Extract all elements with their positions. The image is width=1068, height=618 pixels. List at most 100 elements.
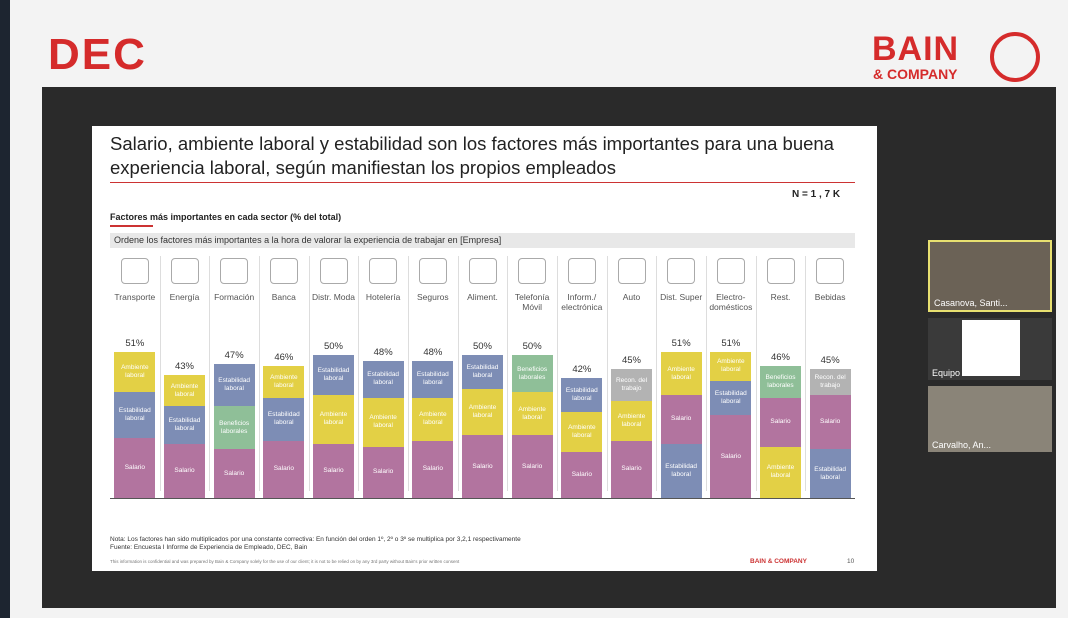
data-label: 46%: [274, 352, 294, 364]
bar-segment: Salario: [710, 415, 752, 498]
rule: [110, 182, 855, 183]
dec-logo: DEC: [48, 30, 147, 79]
disclaimer: This information is confidential and was…: [110, 559, 460, 564]
x-tick-label: Bebidas: [814, 292, 846, 302]
sector-icon: [468, 258, 497, 284]
segment-label: Estabilidad laboral: [565, 387, 598, 403]
x-tick-label: Telefonía Móvil: [514, 292, 550, 312]
segment-label: Recon. del trabajo: [814, 374, 846, 390]
x-tick-label: Auto: [622, 292, 641, 302]
page-number: 10: [847, 558, 855, 565]
segment-label: Salario: [472, 462, 493, 470]
sector-icon: [170, 258, 199, 284]
segment-label: Ambiente laboral: [518, 405, 546, 421]
segment-label: Salario: [820, 418, 841, 426]
segment-label: Salario: [571, 471, 592, 479]
bar-segment: Ambiente laboral: [313, 395, 354, 444]
x-tick-label: Transporte: [114, 292, 156, 302]
bar-segment: Estabilidad laboral: [561, 377, 603, 413]
participant-name: Casanova, Santi...: [934, 298, 1008, 308]
bar-segment: Ambiente laboral: [462, 389, 503, 436]
sector-icon: [418, 258, 447, 284]
x-tick-label: Distr. Moda: [312, 292, 355, 302]
segment-label: Salario: [224, 469, 245, 477]
separator: [408, 256, 409, 491]
data-label: 47%: [224, 349, 244, 361]
video-tile[interactable]: Carvalho, An...: [928, 386, 1052, 452]
segment-label: Ambiente laboral: [369, 414, 397, 430]
x-tick-label: Banca: [271, 292, 296, 302]
separator: [209, 256, 211, 491]
segment-label: Salario: [671, 415, 692, 423]
segment-label: Beneficios laborales: [219, 419, 250, 435]
separator: [507, 256, 509, 491]
x-tick-label: Electro-domésticos: [709, 292, 753, 312]
x-tick-label: Rest.: [770, 292, 791, 302]
bar-segment: Estabilidad laboral: [660, 443, 702, 498]
bar-segment: Ambiente laboral: [511, 392, 553, 436]
data-label: 48%: [423, 346, 443, 358]
separator: [358, 256, 360, 491]
bar-segment: Ambiente laboral: [263, 366, 305, 398]
bar-segment: Salario: [462, 435, 503, 498]
data-label: 43%: [174, 361, 194, 373]
video-tile[interactable]: Casanova, Santi...: [928, 240, 1052, 312]
baseline: [110, 498, 855, 499]
segment-label: Salario: [323, 466, 344, 474]
separator: [557, 256, 558, 491]
data-label: 50%: [522, 341, 542, 352]
data-label: 45%: [621, 355, 641, 367]
segment-label: Estabilidad laboral: [665, 462, 698, 478]
segment-label: Estabilidad laboral: [814, 465, 847, 481]
segment-label: Beneficios laborales: [765, 374, 796, 390]
segment-label: Estabilidad laboral: [416, 371, 449, 387]
sector-icon: [319, 258, 348, 284]
segment-label: Ambiente laboral: [468, 404, 497, 420]
segment-label: Ambiente laboral: [170, 382, 199, 398]
segment-label: Salario: [720, 452, 741, 460]
separator: [706, 256, 707, 491]
bain-ring: [990, 32, 1040, 82]
segment-label: Estabilidad laboral: [367, 371, 400, 387]
bain-logo: BAIN: [872, 30, 960, 68]
sector-icon: [369, 258, 398, 284]
separator: [159, 256, 161, 491]
sector-icon: [667, 258, 696, 284]
bar-segment: Salario: [809, 395, 851, 450]
slide-title: Salario, ambiente laboral y estabilidad …: [110, 133, 834, 178]
segment-label: Salario: [621, 465, 642, 473]
x-tick-label: Dist. Super: [660, 292, 703, 302]
segment-label: Salario: [174, 466, 195, 474]
participant-name: Carvalho, An...: [932, 440, 992, 450]
sector-icon: [120, 258, 149, 284]
segment-label: Estabilidad laboral: [168, 417, 201, 433]
segment-label: Estabilidad laboral: [466, 364, 499, 380]
footer-brand: BAIN & COMPANY: [750, 558, 807, 565]
side-strip: [0, 0, 10, 618]
bar-segment: Salario: [313, 443, 354, 498]
bar-segment: Recon. del trabajo: [611, 369, 652, 401]
segment-label: Estabilidad laboral: [714, 389, 747, 405]
note: Nota: Los factores han sido multiplicado…: [110, 536, 521, 543]
segment-label: Salario: [273, 465, 294, 473]
sector-icon: [816, 258, 845, 284]
segment-label: Ambiente laboral: [667, 365, 695, 381]
bar-segment: Estabilidad laboral: [114, 392, 156, 438]
bar-segment: Estabilidad laboral: [164, 406, 205, 444]
bar-segment: Estabilidad laboral: [263, 397, 305, 441]
bar-segment: Estabilidad laboral: [809, 449, 851, 498]
bar-segment: Ambiente laboral: [114, 352, 156, 393]
separator: [457, 256, 459, 491]
x-tick-label: Seguros: [416, 292, 449, 302]
sector-icon: [269, 258, 298, 284]
bar-segment: Estabilidad laboral: [362, 360, 404, 398]
segment-label: Recon. del trabajo: [615, 377, 648, 393]
bar-segment: Estabilidad laboral: [412, 360, 454, 398]
segment-label: Estabilidad laboral: [317, 367, 350, 383]
video-tile[interactable]: Equipo audiv...: [928, 318, 1052, 380]
segment-label: Salario: [422, 465, 443, 473]
bar-segment: Salario: [362, 446, 404, 498]
segment-label: Beneficios laborales: [517, 365, 548, 381]
bar-segment: Ambiente laboral: [412, 397, 454, 441]
